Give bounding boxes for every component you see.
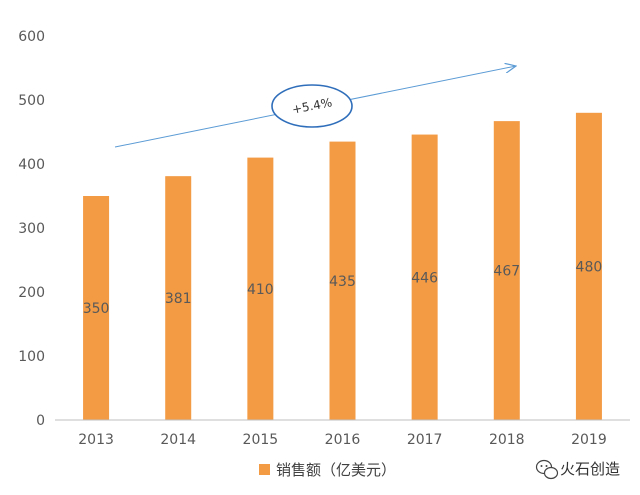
y-tick-label: 600 — [18, 29, 45, 45]
y-tick-label: 100 — [18, 349, 45, 365]
x-tick-label: 2016 — [325, 432, 361, 448]
data-label: 350 — [83, 301, 110, 317]
x-tick-label: 2015 — [243, 432, 279, 448]
data-label: 467 — [493, 264, 520, 280]
y-tick-label: 200 — [18, 285, 45, 301]
x-tick-label: 2017 — [407, 432, 443, 448]
growth-rate-ellipse — [271, 84, 353, 128]
bar — [329, 141, 356, 420]
y-tick-label: 300 — [18, 221, 45, 237]
x-tick-label: 2014 — [160, 432, 196, 448]
bar — [411, 134, 438, 420]
bar — [493, 121, 520, 421]
bar — [165, 176, 192, 420]
bar — [83, 196, 110, 420]
y-tick-label: 0 — [36, 413, 45, 429]
x-tick-label: 2019 — [571, 432, 607, 448]
y-tick-label: 400 — [18, 157, 45, 173]
data-label: 381 — [165, 291, 192, 307]
bar — [575, 112, 602, 421]
legend-label: 销售额（亿美元） — [276, 461, 396, 479]
wechat-icon — [535, 459, 559, 480]
y-axis-tick-labels: 0 100 200 300 400 500 600 — [18, 29, 45, 429]
data-label: 446 — [411, 270, 438, 286]
x-axis-tick-labels: 2013 2014 2015 2016 2017 2018 2019 — [78, 432, 606, 448]
legend-swatch — [259, 464, 270, 475]
data-label: 410 — [247, 282, 274, 298]
data-label: 480 — [576, 259, 603, 275]
watermark-text: 火石创造 — [560, 460, 620, 478]
data-label: 435 — [329, 274, 356, 290]
y-tick-label: 500 — [18, 93, 45, 109]
data-labels: 350 381 410 435 446 467 480 — [83, 259, 603, 317]
x-tick-label: 2018 — [489, 432, 525, 448]
bar — [247, 157, 274, 420]
x-tick-label: 2013 — [78, 432, 114, 448]
bar-series — [83, 112, 602, 421]
